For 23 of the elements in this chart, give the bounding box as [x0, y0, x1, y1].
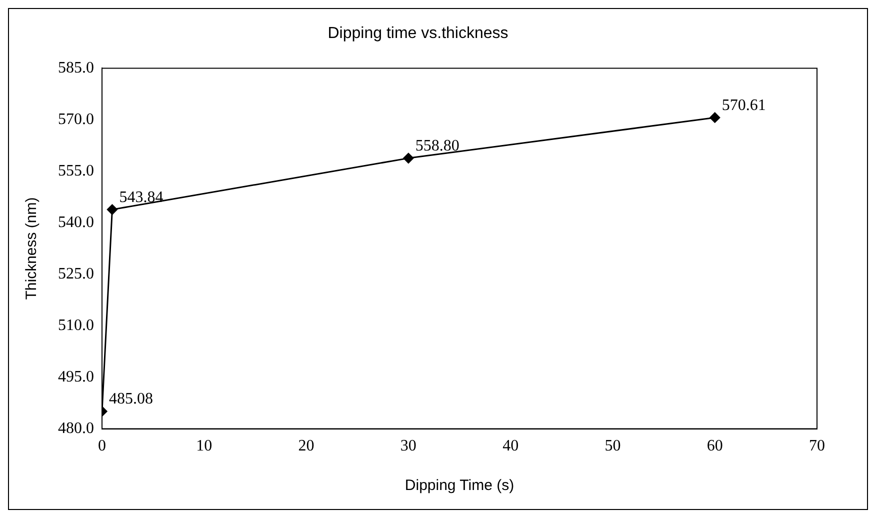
y-tick-label: 585.0 — [58, 59, 94, 76]
x-axis-title: Dipping Time (s) — [404, 477, 514, 494]
y-tick-label: 555.0 — [58, 162, 94, 180]
x-tick-label: 0 — [98, 438, 106, 455]
y-tick-label: 540.0 — [58, 214, 94, 231]
data-label: 543.84 — [119, 188, 164, 206]
x-tick-label: 60 — [706, 438, 723, 455]
x-tick-label: 10 — [196, 438, 212, 455]
x-tick-label: 70 — [809, 438, 825, 455]
x-tick-label: 30 — [400, 438, 416, 455]
y-tick-label: 510.0 — [58, 316, 94, 334]
x-tick-label: 50 — [604, 438, 621, 455]
y-tick-label: 495.0 — [58, 368, 94, 386]
y-tick-label: 525.0 — [58, 265, 94, 282]
y-axis-title: Thickness (nm) — [23, 197, 40, 300]
x-tick-label: 20 — [298, 438, 314, 455]
y-tick-label: 570.0 — [58, 110, 94, 128]
chart-title: Dipping time vs.thickness — [328, 25, 508, 42]
data-label: 570.61 — [722, 96, 766, 114]
y-tick-label: 480.0 — [58, 420, 94, 438]
data-label: 558.80 — [415, 137, 460, 154]
x-tick-label: 40 — [502, 438, 519, 455]
data-label: 485.08 — [109, 390, 153, 408]
